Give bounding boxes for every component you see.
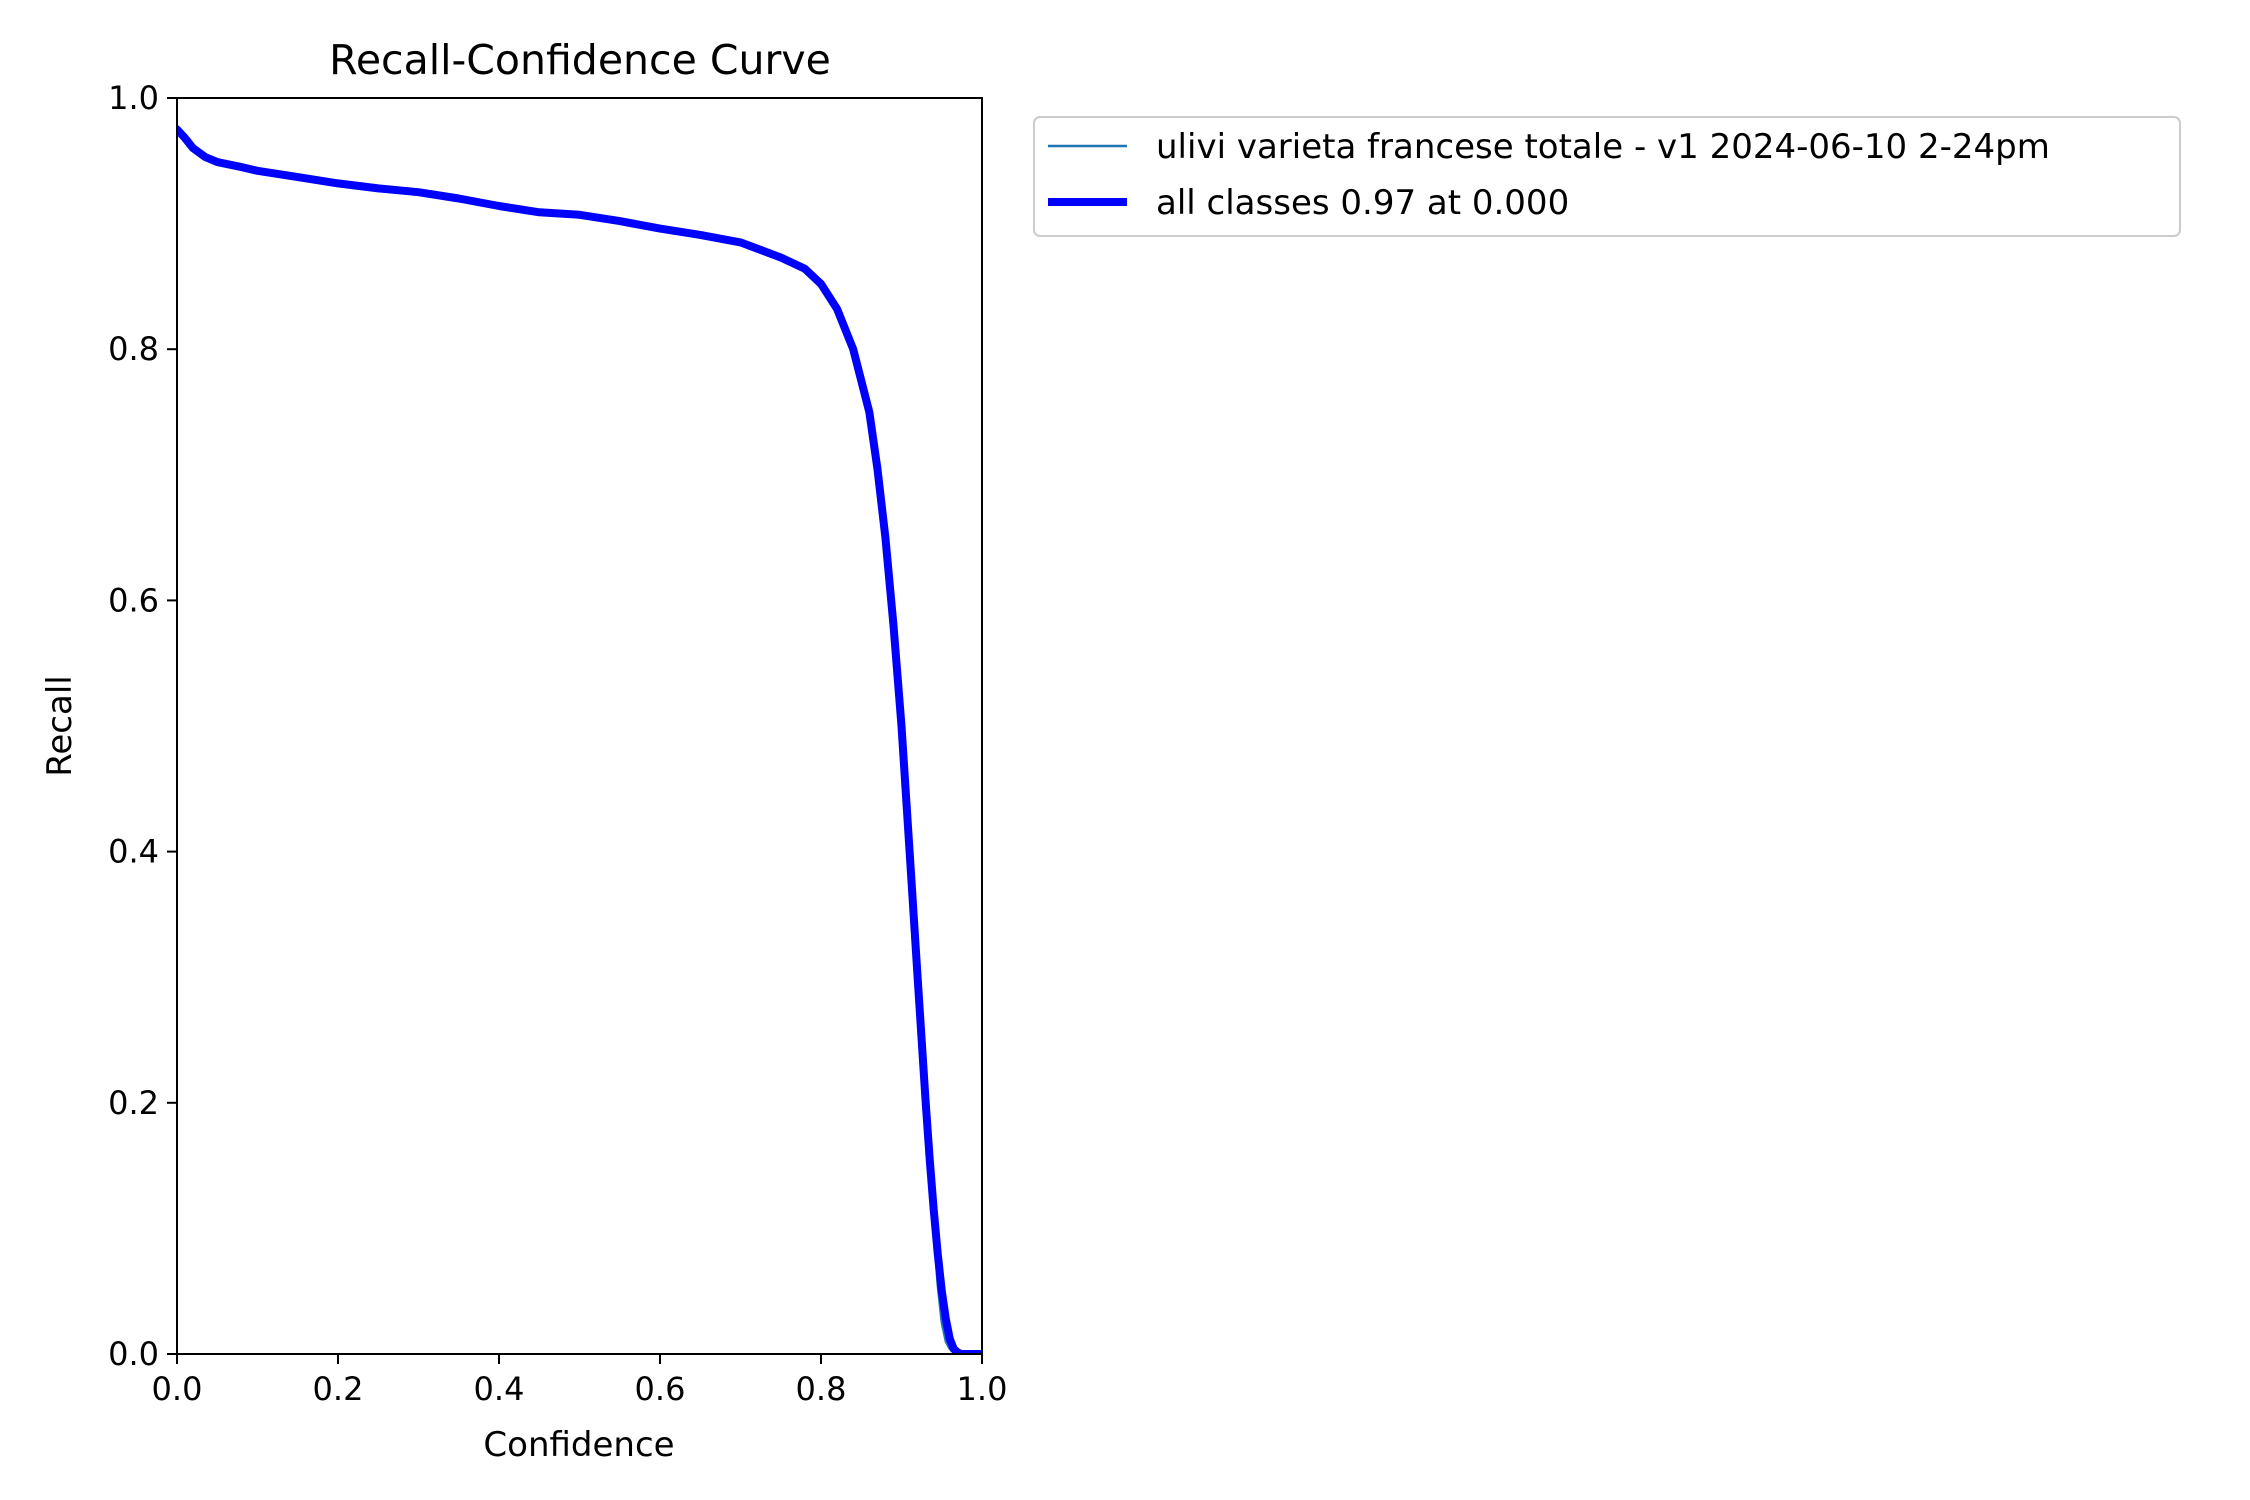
legend-label-series-2: all classes 0.97 at 0.000: [1156, 183, 1569, 223]
y-tick-label: 0.6: [108, 581, 159, 619]
y-tick-label: 0.0: [108, 1335, 159, 1373]
legend-label-series-1: ulivi varieta francese totale - v1 2024-…: [1156, 127, 2050, 167]
legend-box: [1033, 116, 2181, 237]
series-line-2: [177, 125, 982, 1354]
plot-area: [176, 97, 983, 1355]
plot-frame: [176, 97, 983, 1355]
x-tick-label: 0.2: [313, 1370, 364, 1408]
x-tick-label: 0.6: [635, 1370, 686, 1408]
y-tick-label: 0.4: [108, 833, 159, 871]
x-tick-label: 0.0: [152, 1370, 203, 1408]
chart-title: Recall-Confidence Curve: [329, 36, 831, 84]
x-tick-label: 1.0: [957, 1370, 1008, 1408]
y-axis: 0.0 0.2 0.4 0.6 0.8 1.0: [108, 79, 177, 1373]
y-axis-label: Recall: [40, 675, 80, 776]
x-axis: 0.0 0.2 0.4 0.6 0.8 1.0: [152, 1354, 1008, 1408]
x-tick-label: 0.4: [474, 1370, 525, 1408]
y-tick-label: 1.0: [108, 79, 159, 117]
y-tick-label: 0.2: [108, 1084, 159, 1122]
x-tick-label: 0.8: [796, 1370, 847, 1408]
legend: ulivi varieta francese totale - v1 2024-…: [1033, 116, 2181, 237]
x-axis-label: Confidence: [483, 1425, 674, 1465]
y-tick-label: 0.8: [108, 330, 159, 368]
series-layer: [177, 125, 982, 1354]
